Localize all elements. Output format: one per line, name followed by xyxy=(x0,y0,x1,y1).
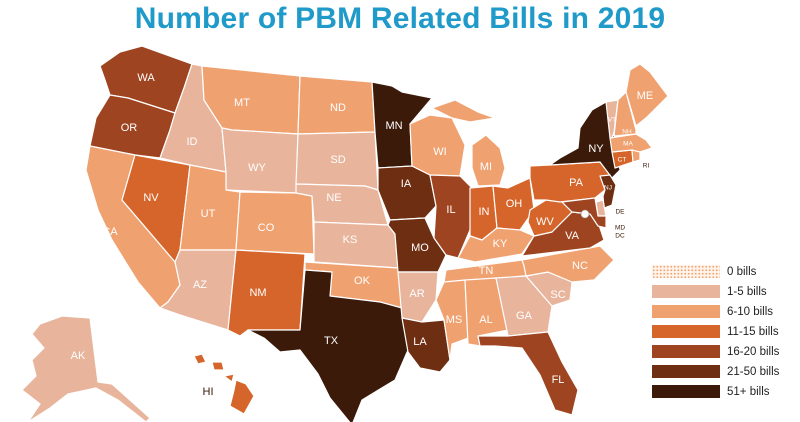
label-pa: PA xyxy=(569,177,584,189)
label-hi: HI xyxy=(203,386,214,398)
label-md: MD xyxy=(615,225,625,232)
legend-swatch-16-20 xyxy=(652,345,720,358)
label-tn: TN xyxy=(479,265,494,277)
label-mo: MO xyxy=(411,242,429,254)
state-wi xyxy=(409,114,466,177)
legend-swatch-11-15 xyxy=(652,325,720,338)
state-hi-2 xyxy=(211,361,225,371)
label-nm: NM xyxy=(249,287,266,299)
legend-swatch-51plus xyxy=(652,385,720,398)
label-or: OR xyxy=(121,122,138,134)
label-co: CO xyxy=(258,222,275,234)
legend-label: 51+ bills xyxy=(727,385,770,398)
state-ma xyxy=(609,133,653,153)
label-dc: DC xyxy=(615,233,625,240)
label-ca: CA xyxy=(102,226,118,238)
label-al: AL xyxy=(479,314,492,326)
legend-label: 11-15 bills xyxy=(727,325,779,338)
state-ky xyxy=(457,227,535,263)
label-nv: NV xyxy=(143,192,159,204)
label-mt: MT xyxy=(234,97,250,109)
legend: 0 bills 1-5 bills 6-10 bills 11-15 bills… xyxy=(652,262,797,402)
state-fl xyxy=(477,331,579,416)
label-ak: AK xyxy=(71,350,86,362)
state-me xyxy=(625,63,669,127)
label-in: IN xyxy=(479,206,490,218)
label-nc: NC xyxy=(572,260,588,272)
state-ak xyxy=(21,315,151,422)
label-la: LA xyxy=(413,336,427,348)
label-oh: OH xyxy=(506,198,523,210)
label-ut: UT xyxy=(201,208,216,220)
legend-label: 0 bills xyxy=(727,265,757,278)
label-nd: ND xyxy=(330,102,346,114)
label-wv: WV xyxy=(536,216,554,228)
state-nj xyxy=(599,174,617,209)
label-ma: MA xyxy=(623,141,633,148)
label-wa: WA xyxy=(137,72,155,84)
label-ks: KS xyxy=(343,234,358,246)
label-ri: RI xyxy=(643,163,650,170)
label-me: ME xyxy=(637,90,654,102)
label-wi: WI xyxy=(433,146,446,158)
label-mi: MI xyxy=(480,161,492,173)
legend-swatch-0 xyxy=(652,265,720,278)
state-ga xyxy=(495,275,553,337)
label-il: IL xyxy=(446,204,455,216)
legend-label: 1-5 bills xyxy=(727,285,767,298)
label-ct: CT xyxy=(618,157,627,164)
label-nh: NH xyxy=(622,129,632,136)
legend-swatch-6-10 xyxy=(652,305,720,318)
legend-item: 11-15 bills xyxy=(652,322,797,341)
legend-label: 21-50 bills xyxy=(727,365,780,378)
label-ny: NY xyxy=(588,143,604,155)
state-vt xyxy=(605,99,619,139)
legend-item: 6-10 bills xyxy=(652,302,797,321)
state-mi-up xyxy=(431,99,496,123)
label-id: ID xyxy=(187,136,198,148)
legend-item: 21-50 bills xyxy=(652,362,797,381)
state-hi-3 xyxy=(223,373,235,383)
label-ia: IA xyxy=(401,178,412,190)
map-title: Number of PBM Related Bills in 2019 xyxy=(134,2,666,35)
legend-swatch-1-5 xyxy=(652,285,720,298)
state-labels: WA OR CA NV ID MT WY UT AZ CO NM ND SD N… xyxy=(71,72,654,398)
legend-item: 0 bills xyxy=(652,262,797,281)
label-mn: MN xyxy=(385,120,402,132)
label-az: AZ xyxy=(193,279,207,291)
legend-item: 51+ bills xyxy=(652,382,797,401)
state-tx xyxy=(247,269,409,422)
label-ne: NE xyxy=(326,192,341,204)
state-dc-dots xyxy=(582,211,588,217)
state-la xyxy=(401,317,451,373)
label-fl: FL xyxy=(552,374,565,386)
state-wy xyxy=(221,127,299,194)
label-ga: GA xyxy=(516,310,533,322)
legend-item: 1-5 bills xyxy=(652,282,797,301)
state-nh xyxy=(613,91,637,137)
label-ms: MS xyxy=(446,314,463,326)
label-sc: SC xyxy=(550,289,565,301)
legend-swatch-21-50 xyxy=(652,365,720,378)
legend-label: 16-20 bills xyxy=(727,345,780,358)
legend-item: 16-20 bills xyxy=(652,342,797,361)
label-sd: SD xyxy=(330,154,345,166)
state-mi xyxy=(471,134,506,187)
label-ar: AR xyxy=(409,288,424,300)
state-hi-4 xyxy=(229,379,255,415)
state-nc xyxy=(521,245,615,283)
label-de: DE xyxy=(615,209,625,216)
label-wy: WY xyxy=(248,162,266,174)
label-nj: NJ xyxy=(604,185,612,192)
label-tx: TX xyxy=(324,335,339,347)
label-vt: VT xyxy=(608,117,616,124)
state-hi-1 xyxy=(193,353,207,365)
state-ar xyxy=(397,271,439,323)
label-ok: OK xyxy=(354,275,371,287)
label-ky: KY xyxy=(493,238,508,250)
legend-label: 6-10 bills xyxy=(727,305,774,318)
label-va: VA xyxy=(565,230,580,242)
state-co xyxy=(235,191,315,255)
